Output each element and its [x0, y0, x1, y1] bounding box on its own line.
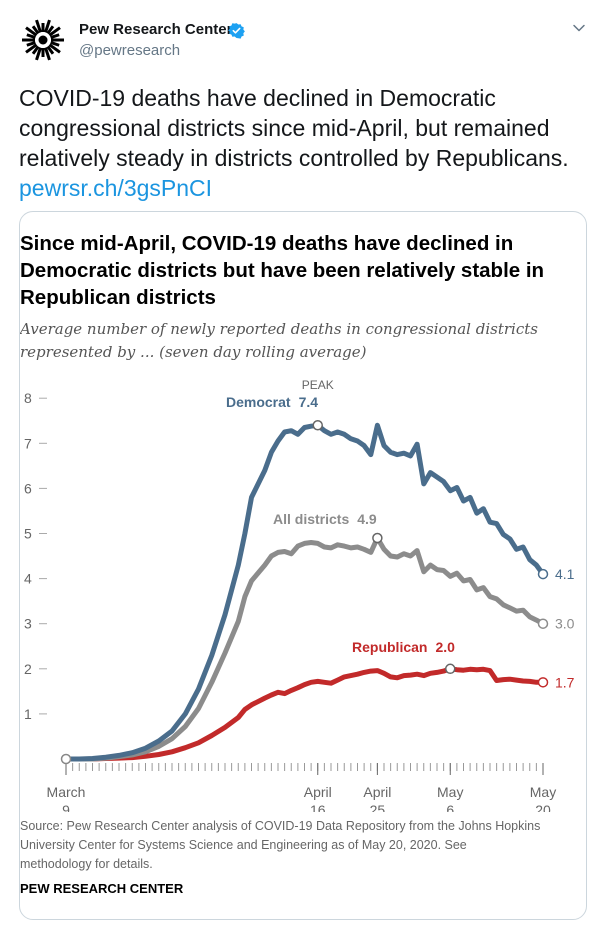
x-tick-label: 16	[310, 802, 326, 812]
logo-ray	[48, 26, 61, 37]
y-tick-label: 5	[24, 526, 32, 542]
y-tick-label: 4	[24, 571, 32, 587]
logo-ray	[26, 41, 36, 47]
logo-ray	[44, 47, 51, 61]
source-line: Source: Pew Research Center analysis of …	[20, 819, 541, 833]
series-label-republican: Republican 2.0	[352, 639, 455, 655]
logo-ray	[35, 47, 42, 61]
logo-ray	[46, 25, 55, 35]
logo-ray	[26, 33, 36, 39]
logo-ray	[50, 33, 60, 39]
author-handle[interactable]: @pewresearch	[79, 42, 181, 59]
chart-source: Source: Pew Research Center analysis of …	[20, 817, 586, 874]
chart-title-line: Since mid-April, COVID-19 deaths have de…	[20, 232, 514, 255]
verified-badge-icon	[228, 23, 245, 39]
tweet-text-line: COVID-19 deaths have declined in Democra…	[19, 85, 496, 111]
y-tick-label: 8	[24, 390, 32, 406]
logo-ray	[25, 26, 38, 37]
x-tick-label: 20	[535, 802, 551, 812]
x-tick-label: May	[530, 784, 556, 800]
logo-ray	[35, 19, 42, 33]
end-marker-all-districts	[537, 618, 549, 629]
chart-image-card[interactable]: Since mid-April, COVID-19 deaths have de…	[19, 211, 587, 920]
peak-marker-all-districts	[372, 532, 383, 544]
chart-subtitle-line: Average number of newly reported deaths …	[20, 320, 538, 338]
logo-ray	[46, 45, 55, 55]
author-name[interactable]: Pew Research Center	[79, 21, 233, 38]
peak-marker-republican	[445, 663, 456, 675]
tweet-text: COVID-19 deaths have declined in Democra…	[19, 83, 589, 203]
pew-logo-avatar[interactable]	[19, 16, 67, 64]
series-label-all-districts: All districts 4.9	[273, 511, 377, 527]
source-line: methodology for details.	[20, 857, 153, 871]
chevron-down-icon[interactable]	[571, 20, 587, 36]
end-value-label: 3.0	[555, 616, 575, 632]
y-tick-label: 7	[24, 435, 32, 451]
x-tick-label: March	[47, 784, 86, 800]
tweet-link[interactable]: pewrsr.ch/3gsPnCI	[19, 175, 213, 201]
end-value-label: 1.7	[555, 674, 575, 690]
peak-marker-democrat	[312, 420, 323, 431]
series-line-democrat	[63, 422, 546, 762]
tweet-text-line: relatively steady in districts controlle…	[19, 145, 569, 171]
y-tick-label: 3	[24, 616, 32, 632]
logo-ray	[48, 43, 61, 54]
brand-footer: PEW RESEARCH CENTER	[20, 881, 184, 896]
logo-ray	[31, 25, 40, 35]
end-marker-republican	[537, 677, 549, 688]
y-tick-label: 1	[24, 706, 32, 722]
x-tick-label: April	[363, 784, 391, 800]
y-tick-label: 2	[24, 661, 32, 677]
x-tick-label: 9	[62, 802, 70, 812]
series-line-republican	[63, 666, 546, 762]
end-marker-democrat	[537, 568, 549, 580]
chart-title-line: Republican districts	[20, 286, 216, 309]
chart-title: Since mid-April, COVID-19 deaths have de…	[20, 230, 586, 311]
chart-title-line: Democratic districts but have been relat…	[20, 259, 545, 282]
chart-subtitle-line: represented by ... (seven day rolling av…	[20, 343, 367, 361]
x-tick-label: April	[304, 784, 332, 800]
source-line: University Center for Systems Science an…	[20, 838, 467, 852]
series-label-democrat: Democrat 7.4	[226, 394, 318, 410]
chart-subtitle: Average number of newly reported deaths …	[20, 318, 538, 364]
end-value-label: 4.1	[555, 566, 575, 582]
y-tick-label: 6	[24, 480, 32, 496]
tweet-text-line: congressional districts since mid-April,…	[19, 115, 550, 141]
pew-logo-icon	[19, 16, 67, 64]
peak-annotation: PEAK	[302, 378, 334, 392]
start-point-marker	[60, 753, 72, 765]
logo-ray	[44, 19, 51, 33]
x-tick-label: May	[437, 784, 463, 800]
x-tick-label: 6	[446, 802, 454, 812]
line-chart: 1 2 3 4 5 6 7 8 March 9 April 16 April 25 May 6 May 20 4.1…	[24, 378, 575, 812]
logo-ray	[25, 43, 38, 54]
series-line-all-districts	[63, 535, 546, 762]
x-tick-label: 25	[370, 802, 386, 812]
logo-ray	[31, 45, 40, 55]
logo-ray	[50, 41, 60, 47]
